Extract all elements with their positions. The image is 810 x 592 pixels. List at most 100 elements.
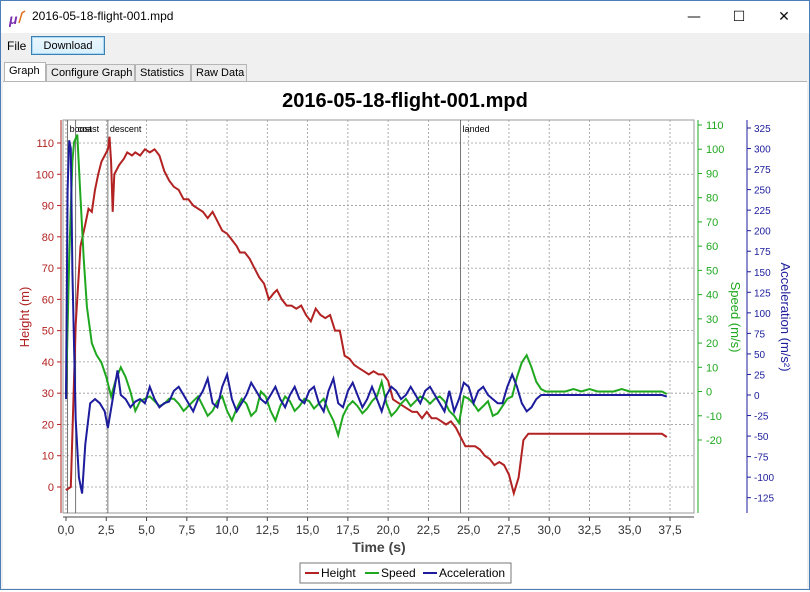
speed-tick-label: 40 (706, 290, 718, 302)
acceleration-tick-label: 200 (754, 227, 771, 238)
height-tick-label: 50 (42, 326, 54, 338)
minimize-icon: — (687, 9, 701, 25)
height-tick-label: 30 (42, 388, 54, 400)
event-label: boost (70, 124, 93, 134)
speed-tick-label: 70 (706, 217, 718, 229)
height-tick-label: 20 (42, 419, 54, 431)
tab-configure-graph[interactable]: Configure Graph (46, 64, 135, 82)
acceleration-tick-label: 0 (754, 391, 760, 402)
legend-height: Height (321, 566, 356, 580)
acceleration-tick-label: 250 (754, 186, 771, 197)
menu-bar: File (1, 35, 809, 57)
speed-tick-label: 60 (706, 241, 718, 253)
acceleration-tick-label: 225 (754, 206, 771, 217)
height-tick-label: 90 (42, 201, 54, 213)
chart-title: 2016-05-18-flight-001.mpd (282, 90, 528, 112)
time-tick-label: 5,0 (138, 523, 155, 537)
height-axis: 0 10 20 30 40 50 60 70 80 90 100 110 (36, 120, 62, 513)
altimeter-app-icon: μ (9, 10, 26, 27)
height-tick-label: 60 (42, 294, 54, 306)
series-line-acceleration (65, 140, 668, 494)
speed-tick-label: 100 (706, 144, 724, 156)
acceleration-tick-label: 150 (754, 268, 771, 279)
speed-tick-label: 20 (706, 338, 718, 350)
speed-tick-label: 50 (706, 265, 718, 277)
acceleration-tick-label: 75 (754, 329, 766, 340)
time-tick-label: 0,0 (58, 523, 75, 537)
legend-acceleration: Acceleration (439, 566, 505, 580)
acceleration-tick-label: 175 (754, 247, 771, 258)
time-tick-label: 30,0 (538, 523, 562, 537)
time-axis: 0,0 2,5 5,0 7,5 10,0 12,5 15,0 17,5 20,0 22,5 25,0… (58, 516, 694, 537)
acceleration-tick-label: -125 (754, 494, 774, 505)
time-tick-label: 25,0 (457, 523, 481, 537)
height-tick-label: 10 (42, 451, 54, 463)
graph-panel: 2016-05-18-flight-001.mpd boost coast desc… (3, 81, 807, 588)
time-tick-label: 35,0 (618, 523, 642, 537)
height-tick-label: 40 (42, 357, 54, 369)
speed-tick-label: 110 (706, 120, 724, 132)
close-icon: ✕ (778, 9, 790, 25)
time-tick-label: 22,5 (417, 523, 441, 537)
acceleration-tick-label: 300 (754, 145, 771, 156)
time-tick-label: 27,5 (497, 523, 521, 537)
speed-tick-label: 10 (706, 362, 718, 374)
series-line-speed (65, 134, 668, 439)
acceleration-tick-label: 25 (754, 370, 766, 381)
time-tick-label: 12,5 (256, 523, 280, 537)
event-label: descent (110, 124, 142, 134)
time-tick-label: 7,5 (178, 523, 195, 537)
tab-statistics[interactable]: Statistics (135, 64, 191, 82)
time-tick-label: 17,5 (336, 523, 360, 537)
tab-graph[interactable]: Graph (4, 62, 46, 83)
speed-axis: -20 -10 0 10 20 30 40 50 60 70 80 90 100 110 (697, 120, 724, 513)
plot-area (62, 119, 695, 514)
acceleration-axis: -125 -100 -75 -50 -25 0 25 50 75 100 125 150 175 200 2… (746, 120, 774, 513)
acceleration-tick-label: -75 (754, 453, 769, 464)
x-axis-label: Time (s) (352, 539, 405, 555)
close-button[interactable]: ✕ (761, 1, 807, 33)
time-tick-label: 20,0 (376, 523, 400, 537)
tab-raw-data[interactable]: Raw Data (191, 64, 247, 82)
download-button[interactable]: Download (31, 36, 105, 55)
height-axis-label: Height (m) (17, 287, 32, 348)
series-lines (65, 134, 668, 497)
speed-axis-label: Speed (m/s) (728, 282, 743, 353)
height-tick-label: 0 (48, 482, 54, 494)
svg-text:μ: μ (9, 11, 18, 27)
time-tick-label: 15,0 (296, 523, 320, 537)
maximize-button[interactable]: ☐ (716, 1, 762, 33)
event-label: coast (78, 124, 100, 134)
legend-speed: Speed (381, 566, 416, 580)
time-tick-label: 32,5 (578, 523, 602, 537)
title-bar[interactable]: μ 2016-05-18-flight-001.mpd — ☐ ✕ (1, 1, 809, 33)
speed-tick-label: 0 (706, 387, 712, 399)
speed-tick-label: 90 (706, 168, 718, 180)
height-tick-label: 80 (42, 232, 54, 244)
height-tick-label: 70 (42, 263, 54, 275)
file-menu[interactable]: File (7, 39, 27, 53)
series-line-height (65, 136, 668, 497)
acceleration-tick-label: 325 (754, 124, 771, 135)
time-tick-label: 2,5 (98, 523, 115, 537)
legend-box (299, 562, 512, 584)
time-tick-label: 10,0 (215, 523, 239, 537)
height-tick-label: 110 (36, 138, 54, 150)
acceleration-tick-label: -25 (754, 412, 769, 423)
acceleration-tick-label: 50 (754, 350, 766, 361)
time-tick-label: 37,5 (658, 523, 682, 537)
speed-tick-label: 30 (706, 314, 718, 326)
speed-tick-label: 80 (706, 193, 718, 205)
event-label: landed (463, 124, 490, 134)
acceleration-tick-label: -100 (754, 473, 774, 484)
minimize-button[interactable]: — (671, 1, 717, 33)
acceleration-tick-label: 275 (754, 165, 771, 176)
height-tick-label: 100 (36, 169, 54, 181)
speed-tick-label: -10 (706, 411, 722, 423)
maximize-icon: ☐ (732, 9, 746, 25)
window-title: 2016-05-18-flight-001.mpd (32, 9, 174, 23)
speed-tick-label: -20 (706, 435, 722, 447)
legend: Height Speed Acceleration (299, 562, 512, 584)
